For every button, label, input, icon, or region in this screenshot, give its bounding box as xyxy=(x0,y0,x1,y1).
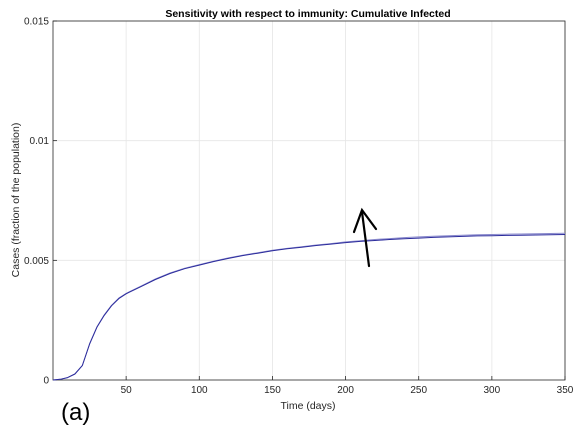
x-tick-label: 200 xyxy=(337,385,354,396)
x-tick-label: 100 xyxy=(191,385,208,396)
y-tick-label: 0.01 xyxy=(30,136,50,147)
arrow-shaft xyxy=(360,210,371,268)
ticks-layer: 50 100 150 200 250 300 350 0 0.005 0.01 0.015 xyxy=(24,17,574,397)
plot-frame xyxy=(52,20,566,381)
y-tick-label: 0.005 xyxy=(24,256,49,267)
y-tick-label: 0 xyxy=(43,376,49,387)
annotation-arrow xyxy=(352,207,378,268)
x-tick-label: 150 xyxy=(264,385,281,396)
series-layer xyxy=(52,232,566,381)
panel-label: (a) xyxy=(61,399,90,426)
x-tick-label: 250 xyxy=(410,385,427,396)
x-axis-label: Time (days) xyxy=(280,400,335,412)
arrow-head xyxy=(352,207,378,234)
x-tick-label: 50 xyxy=(121,385,133,396)
y-axis-label: Cases (fraction of the population) xyxy=(10,123,22,278)
y-tick-label: 0.015 xyxy=(24,17,49,28)
chart-title: Sensitivity with respect to immunity: Cu… xyxy=(165,8,450,20)
x-tick-label: 300 xyxy=(484,385,501,396)
series-line xyxy=(52,234,566,381)
x-tick-label: 350 xyxy=(557,385,574,396)
